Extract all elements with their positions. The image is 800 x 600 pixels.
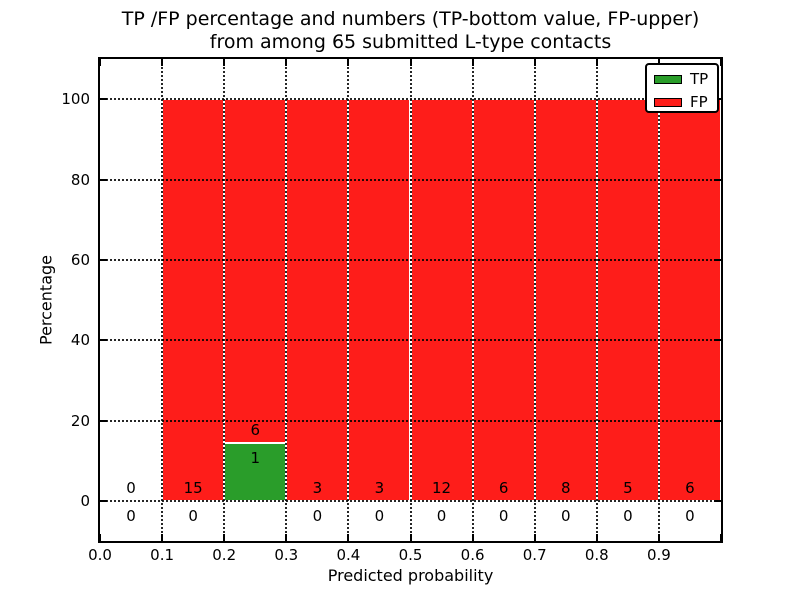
- y-tick-left: [100, 258, 107, 261]
- tp-count-label: 0: [374, 506, 385, 525]
- x-tick-top: [99, 59, 101, 66]
- fp-legend-label: FP: [690, 93, 708, 111]
- x-axis-label: Predicted probability: [327, 566, 494, 585]
- tp-count-label: 1: [250, 449, 261, 468]
- x-tick-top: [161, 59, 164, 66]
- x-gridline: [657, 60, 660, 540]
- chart-title-line2: from among 65 submitted L-type contacts: [209, 31, 612, 53]
- fp-count-label: 3: [312, 478, 323, 497]
- y-tick-label: 0: [80, 491, 90, 510]
- x-tick-top: [720, 59, 722, 66]
- x-gridline: [347, 60, 350, 540]
- x-tick-bottom: [347, 534, 350, 541]
- bar-fp: [596, 99, 659, 501]
- bar-fp: [224, 99, 287, 444]
- fp-count-label: 5: [623, 478, 633, 497]
- fp-count-label: 12: [432, 478, 452, 497]
- x-gridline: [595, 60, 598, 540]
- x-tick-label: 0.6: [460, 546, 485, 564]
- fp-count-label: 0: [126, 478, 136, 497]
- x-tick-top: [657, 59, 660, 66]
- y-tick-right: [714, 258, 721, 261]
- x-tick-top: [409, 59, 412, 66]
- y-tick-right: [714, 499, 721, 502]
- bar-fp: [410, 99, 473, 501]
- x-tick-bottom: [657, 534, 660, 541]
- y-tick-label: 40: [70, 331, 90, 350]
- x-tick-bottom: [285, 534, 288, 541]
- legend-item-tp: TP: [654, 72, 717, 87]
- tp-count-label: 0: [685, 506, 695, 525]
- chart-title-line1: TP /FP percentage and numbers (TP-bottom…: [121, 8, 700, 30]
- chart-title: TP /FP percentage and numbers (TP-bottom…: [100, 8, 721, 54]
- x-tick-top: [223, 59, 226, 66]
- y-tick-left: [100, 339, 107, 342]
- x-tick-top: [533, 59, 536, 66]
- x-tick-bottom: [533, 534, 536, 541]
- legend: TP FP: [645, 63, 719, 113]
- x-tick-bottom: [409, 534, 412, 541]
- tp-count-label: 0: [436, 506, 447, 525]
- x-tick-label: 0.4: [336, 546, 361, 564]
- x-tick-label: 0.8: [584, 546, 609, 564]
- y-tick-right: [714, 419, 721, 422]
- tp-count-label: 0: [188, 506, 198, 525]
- y-tick-left: [100, 178, 107, 181]
- x-tick-label: 0.1: [150, 546, 175, 564]
- bar-fp: [162, 99, 225, 501]
- y-tick-label: 80: [70, 170, 90, 189]
- x-tick-top: [595, 59, 598, 66]
- bar-fp: [472, 99, 535, 501]
- x-gridline: [409, 60, 412, 540]
- y-tick-right: [714, 178, 721, 181]
- tp-count-label: 0: [312, 506, 323, 525]
- x-tick-label: 0.0: [88, 546, 112, 564]
- x-tick-top: [285, 59, 288, 66]
- x-tick-top: [471, 59, 474, 66]
- x-tick-bottom: [223, 534, 226, 541]
- x-gridline: [533, 60, 536, 540]
- fp-count-label: 8: [560, 478, 571, 497]
- x-tick-bottom: [595, 534, 598, 541]
- tp-legend-label: TP: [690, 70, 709, 88]
- y-tick-left: [100, 419, 107, 422]
- bar-fp: [286, 99, 349, 501]
- x-tick-bottom: [720, 534, 722, 541]
- y-tick-right: [714, 339, 721, 342]
- x-tick-bottom: [99, 534, 101, 541]
- x-tick-label: 0.7: [522, 546, 547, 564]
- bar-fp: [348, 99, 411, 501]
- x-gridline: [285, 60, 288, 540]
- tp-count-label: 0: [498, 506, 509, 525]
- x-tick-label: 0.9: [646, 546, 671, 564]
- tp-legend-swatch: [654, 75, 682, 84]
- x-tick-bottom: [471, 534, 474, 541]
- y-tick-label: 100: [61, 90, 90, 109]
- tp-count-label: 0: [623, 506, 633, 525]
- tp-count-label: 0: [126, 506, 136, 525]
- x-tick-top: [347, 59, 350, 66]
- x-gridline: [223, 60, 226, 540]
- x-tick-bottom: [161, 534, 164, 541]
- legend-item-fp: FP: [654, 95, 717, 110]
- fp-count-label: 6: [498, 478, 509, 497]
- fp-count-label: 3: [374, 478, 385, 497]
- y-tick-left: [100, 499, 107, 502]
- y-tick-left: [100, 98, 107, 101]
- x-tick-label: 0.5: [398, 546, 423, 564]
- fp-count-label: 15: [183, 478, 203, 497]
- x-tick-label: 0.3: [274, 546, 299, 564]
- y-tick-label: 60: [70, 250, 90, 269]
- fp-count-label: 6: [685, 478, 695, 497]
- fp-count-label: 6: [250, 421, 261, 440]
- tp-count-label: 0: [560, 506, 571, 525]
- fp-legend-swatch: [654, 98, 682, 107]
- x-gridline: [471, 60, 474, 540]
- y-tick-label: 20: [70, 411, 90, 430]
- x-gridline: [161, 60, 164, 540]
- bar-fp: [658, 99, 721, 501]
- x-tick-label: 0.2: [212, 546, 237, 564]
- bar-fp: [534, 99, 597, 501]
